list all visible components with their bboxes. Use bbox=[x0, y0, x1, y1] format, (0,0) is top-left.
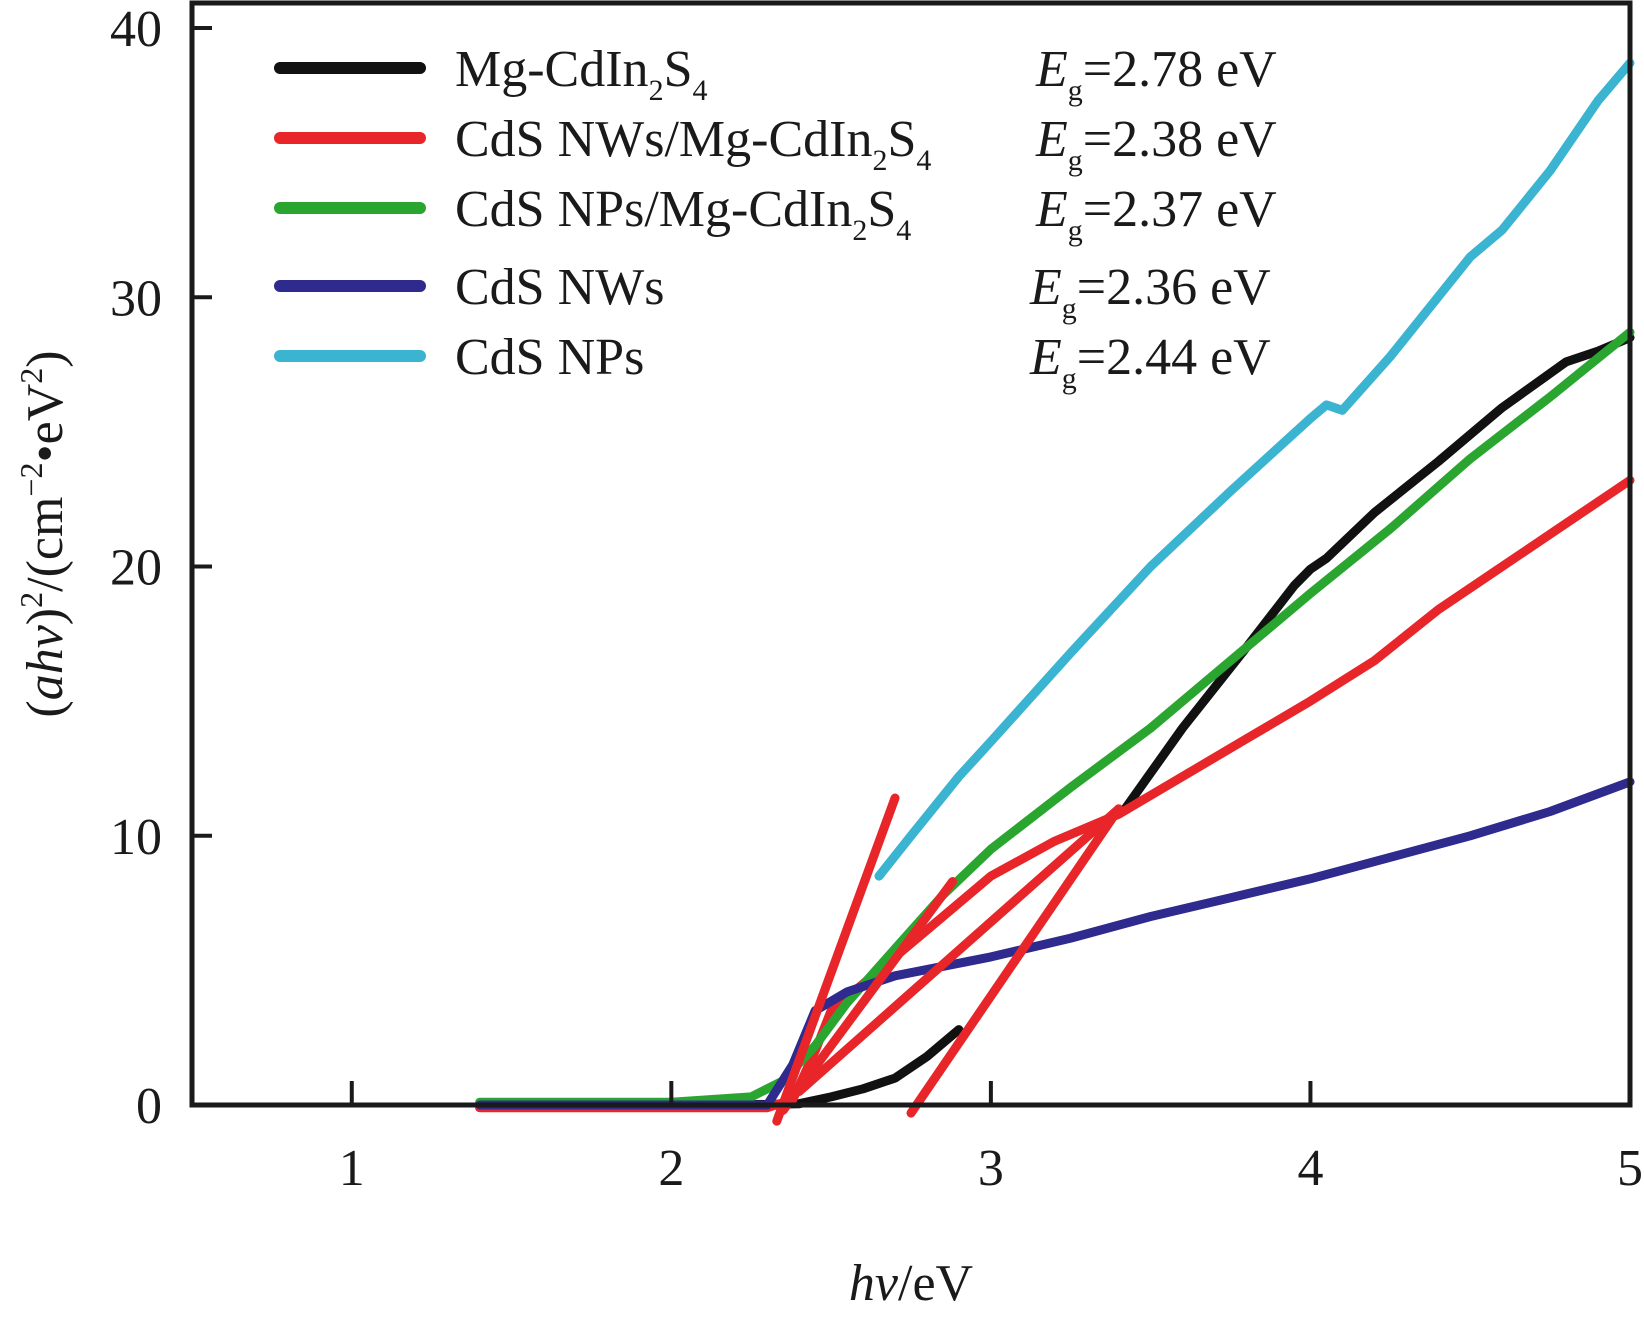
x-tick-label: 2 bbox=[658, 1140, 684, 1197]
legend: Mg-CdIn2S4 Eg=2.78 eV CdS NWs/Mg-CdIn2S4 Eg… bbox=[274, 41, 1277, 395]
series-line-cds-nws bbox=[475, 777, 1635, 1110]
series-line-mg-cdin2s4-seg1 bbox=[475, 1025, 964, 1110]
y-tick-label: 40 bbox=[110, 1, 162, 58]
y-title-end: ) bbox=[17, 350, 74, 367]
plot-frame bbox=[189, 0, 1633, 1108]
y-axis-title: (ahv)2/(cm−2•eV2) bbox=[13, 350, 74, 717]
legend-label-cds-nws: CdS NWs bbox=[455, 259, 664, 316]
tangent-line-4 bbox=[906, 804, 1124, 1118]
tangent-line-3 bbox=[794, 804, 1124, 1097]
x-tick-label: 5 bbox=[1617, 1140, 1643, 1197]
x-axis-title-italic: hv bbox=[849, 1255, 899, 1312]
tangent-line-1 bbox=[772, 793, 900, 1126]
y-axis-ticks: 0 10 20 30 40 bbox=[110, 1, 212, 1135]
series-line-cds-nws-mg-cdin2s4 bbox=[475, 475, 1635, 1113]
y-title-sup2: −2 bbox=[13, 463, 49, 497]
series-line-mg-cdin2s4-seg2 bbox=[1120, 333, 1635, 814]
legend-label-mg-cdin2s4: Mg-CdIn2S4 bbox=[455, 41, 707, 107]
x-axis-title-unit: /eV bbox=[898, 1255, 973, 1312]
bandgap-label-cds-nps: Eg=2.44 eV bbox=[1029, 329, 1271, 395]
y-title-close: ) bbox=[17, 608, 74, 625]
y-title-mid: /(cm bbox=[17, 497, 74, 592]
tangent-line-2 bbox=[778, 877, 958, 1115]
y-title-sup3: 2 bbox=[13, 368, 49, 384]
y-title-italic: ahv bbox=[17, 624, 74, 700]
y-tick-label: 20 bbox=[110, 540, 162, 597]
bandgap-label-cds-nws-mg-cdin2s4: Eg=2.38 eV bbox=[1035, 111, 1277, 177]
legend-label-cds-nws-mg-cdin2s4: CdS NWs/Mg-CdIn2S4 bbox=[455, 111, 931, 177]
y-title-dot: •eV bbox=[17, 384, 74, 463]
y-title-sup1: 2 bbox=[13, 592, 49, 608]
bandgap-label-cds-nps-mg-cdin2s4: Eg=2.37 eV bbox=[1035, 181, 1277, 247]
bandgap-label-cds-nws: Eg=2.36 eV bbox=[1029, 259, 1271, 325]
x-tick-label: 4 bbox=[1297, 1140, 1323, 1197]
x-tick-label: 1 bbox=[339, 1140, 365, 1197]
bandgap-label-mg-cdin2s4: Eg=2.78 eV bbox=[1035, 41, 1277, 107]
y-tick-label: 30 bbox=[110, 270, 162, 327]
x-axis-ticks: 1 2 3 4 5 bbox=[339, 1081, 1643, 1197]
y-title-open: ( bbox=[17, 700, 74, 717]
legend-label-cds-nps: CdS NPs bbox=[455, 329, 644, 386]
y-tick-label: 10 bbox=[110, 809, 162, 866]
x-tick-label: 3 bbox=[978, 1140, 1004, 1197]
tangent-lines-layer bbox=[772, 793, 1124, 1126]
series-line-cds-nps bbox=[874, 58, 1635, 881]
legend-label-cds-nps-mg-cdin2s4: CdS NPs/Mg-CdIn2S4 bbox=[455, 181, 911, 247]
series-line-cds-nps-mg-cdin2s4 bbox=[475, 327, 1635, 1107]
y-tick-label: 0 bbox=[136, 1078, 162, 1135]
x-axis-title: hv/eV bbox=[849, 1255, 973, 1312]
